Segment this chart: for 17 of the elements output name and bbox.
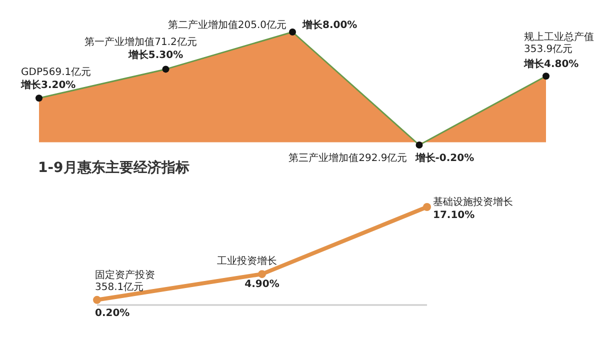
annotation: 基础设施投资增长 [433,196,513,208]
data-label: 17.10% [433,210,475,221]
data-label: 增长4.80% [523,58,579,70]
data-label: 4.90% [244,279,280,290]
chart-title: 1-9月惠东主要经济指标 [38,159,190,176]
text: 第二产业增加值205.0亿元 [168,19,286,31]
annotation: 规上工业总产值 353.9亿元 [524,31,594,56]
data-label: 增长-0.20% [414,152,474,164]
data-label: 增长3.20% [20,79,76,92]
annotation: 固定资产投资 358.1亿元 [95,268,155,293]
data-label: 增长5.30% [127,49,184,62]
data-label: 增长8.00% [302,19,358,31]
annotation: 第一产业增加值71.2亿元 [84,36,197,48]
annotation: 工业投资增长 [217,255,277,268]
data-label: 0.20% [95,308,130,319]
annotation: GDP569.1亿元 [21,67,92,78]
text: 第三产业增加值292.9亿元 [288,152,408,164]
